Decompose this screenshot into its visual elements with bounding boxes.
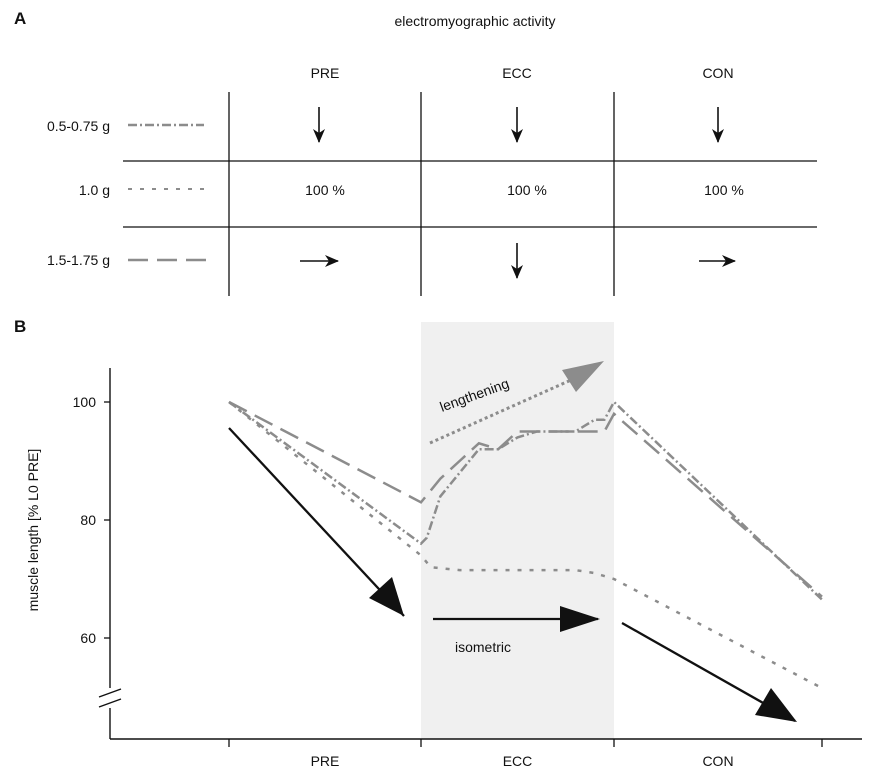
panel-a-emg-table: A electromyographic activity PRE ECC CON… bbox=[14, 9, 817, 296]
x-tick-label: ECC bbox=[503, 753, 533, 769]
series-line-long-dash bbox=[228, 400, 823, 598]
axis-break-icon bbox=[98, 688, 122, 708]
column-header-pre: PRE bbox=[311, 65, 340, 81]
row-label-low-g: 0.5-0.75 g bbox=[47, 118, 110, 134]
series-layer bbox=[228, 399, 823, 690]
panel-a-label: A bbox=[14, 9, 26, 28]
isometric-label: isometric bbox=[455, 639, 511, 655]
arrow-head-icon bbox=[755, 688, 797, 722]
x-tick-label: CON bbox=[702, 753, 733, 769]
panel-b-muscle-length-chart: B muscle length [% L0 PRE] 60 80 100 PRE EC… bbox=[14, 317, 862, 769]
cell-con-1g: 100 % bbox=[704, 182, 744, 198]
y-axis-label: muscle length [% L0 PRE] bbox=[25, 449, 41, 612]
cell-ecc-1g: 100 % bbox=[507, 182, 547, 198]
y-ticks: 60 80 100 bbox=[73, 394, 110, 646]
ecc-phase-shading bbox=[421, 322, 614, 739]
y-tick-label: 60 bbox=[80, 630, 96, 646]
row-label-1g: 1.0 g bbox=[79, 182, 110, 198]
panel-b-label: B bbox=[14, 317, 26, 336]
series-line-dash-dot bbox=[228, 399, 823, 601]
arrow-head-icon bbox=[369, 577, 404, 616]
cell-pre-1g: 100 % bbox=[305, 182, 345, 198]
x-ticks: PRE ECC CON bbox=[228, 739, 823, 769]
arrow-head-icon bbox=[562, 361, 604, 392]
column-header-con: CON bbox=[702, 65, 733, 81]
column-header-ecc: ECC bbox=[502, 65, 532, 81]
arrow-head-icon bbox=[560, 606, 600, 632]
pre-phase-shortening-arrow bbox=[228, 427, 405, 617]
emg-table-title: electromyographic activity bbox=[394, 13, 555, 29]
x-tick-label: PRE bbox=[311, 753, 340, 769]
y-tick-label: 100 bbox=[73, 394, 97, 410]
row-label-high-g: 1.5-1.75 g bbox=[47, 252, 110, 268]
y-tick-label: 80 bbox=[80, 512, 96, 528]
